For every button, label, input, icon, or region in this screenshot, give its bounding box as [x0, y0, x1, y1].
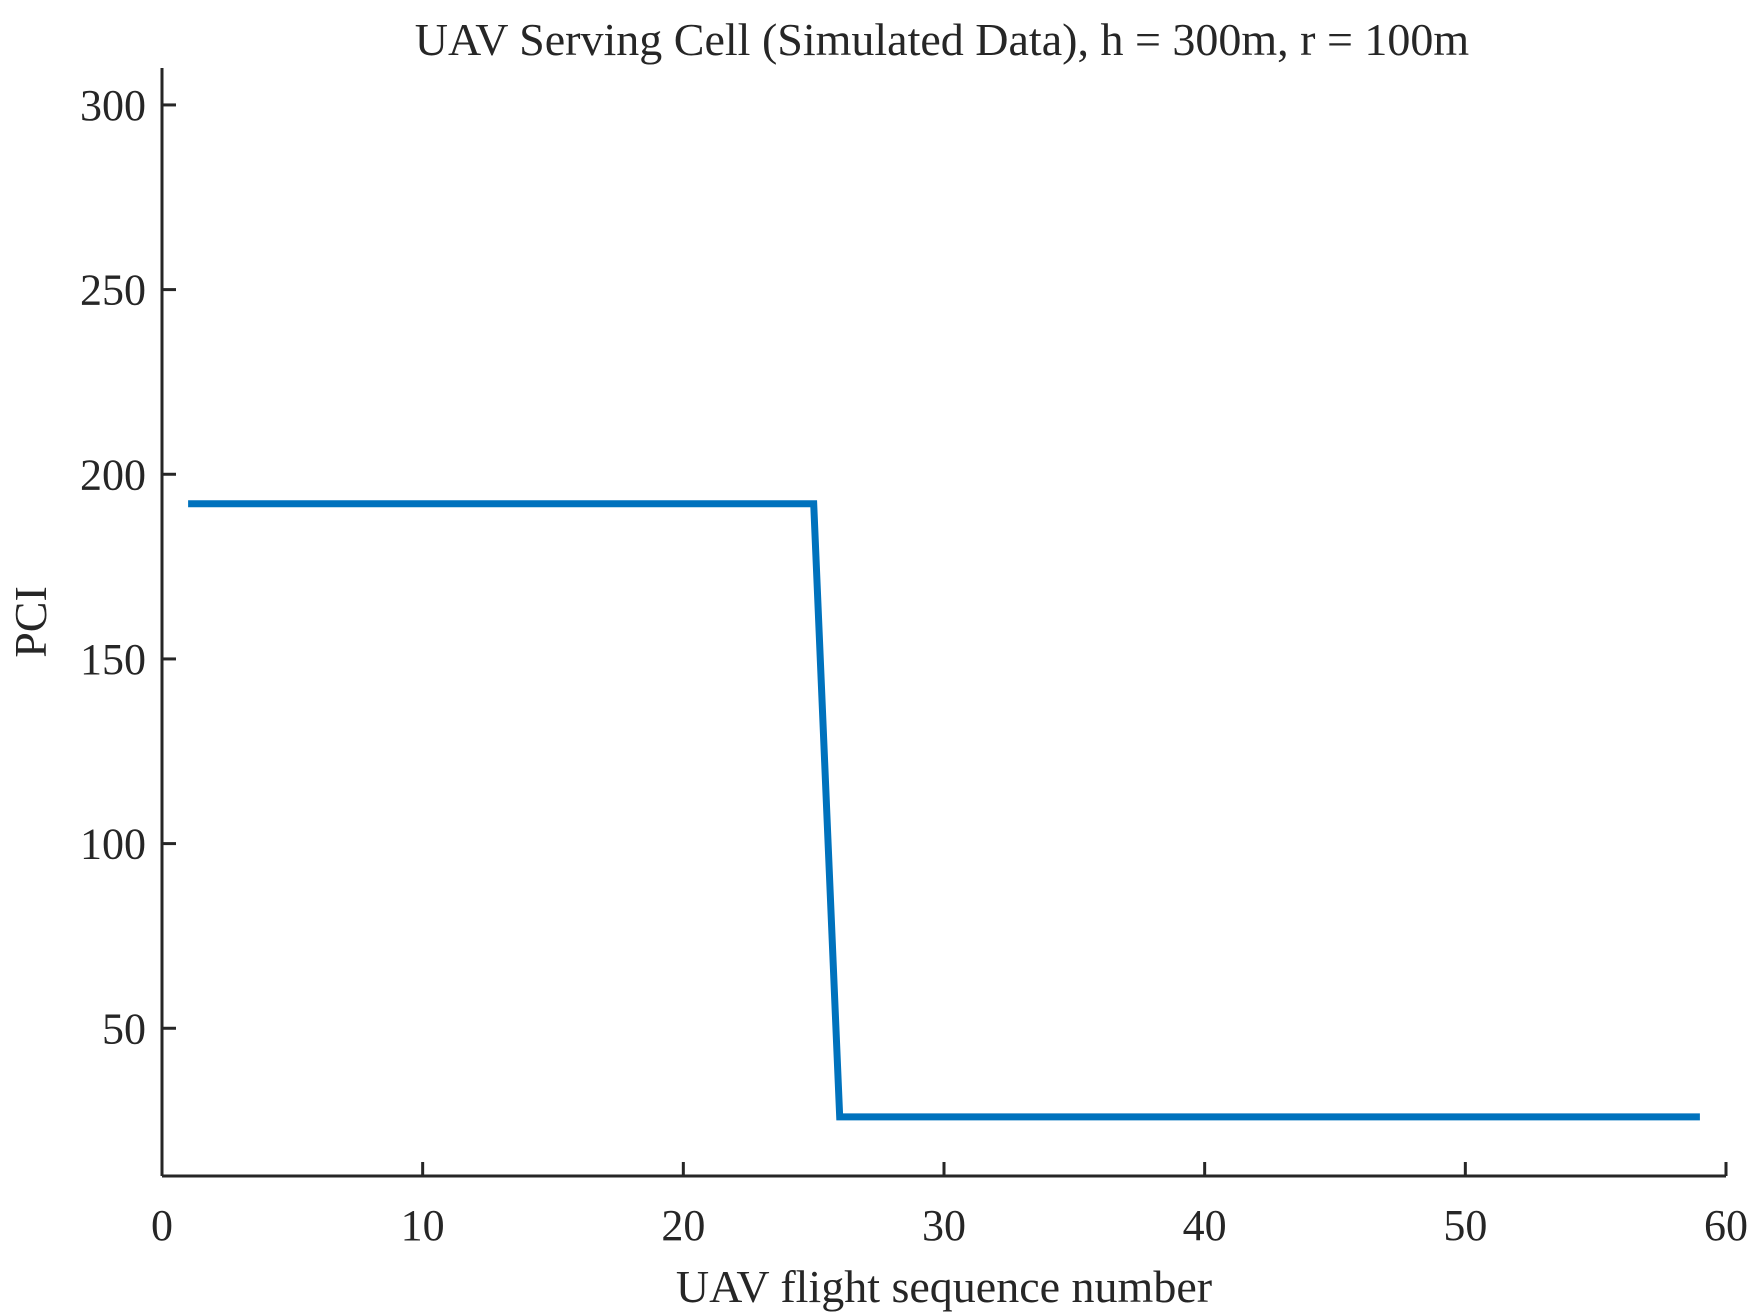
- plot-area: [188, 500, 1700, 1121]
- x-tick-label: 30: [922, 1201, 966, 1250]
- axes: 0 10 20 30 40 50 60 50 100 150 200 250 300: [80, 68, 1748, 1250]
- series-line: [188, 500, 1700, 1121]
- x-tick-label: 60: [1704, 1201, 1748, 1250]
- y-tick-label: 200: [80, 450, 146, 499]
- x-tick-label: 20: [661, 1201, 705, 1250]
- y-tick-label: 150: [80, 635, 146, 684]
- chart-title: UAV Serving Cell (Simulated Data), h = 3…: [415, 14, 1470, 65]
- x-tick-label: 40: [1183, 1201, 1227, 1250]
- x-axis-label: UAV flight sequence number: [676, 1261, 1212, 1312]
- y-axis-label: PCI: [5, 586, 56, 658]
- y-tick-label: 250: [80, 266, 146, 315]
- x-tick-label: 50: [1443, 1201, 1487, 1250]
- y-tick-label: 300: [80, 81, 146, 130]
- x-tick-label: 0: [151, 1201, 173, 1250]
- y-tick-label: 100: [80, 820, 146, 869]
- x-tick-label: 10: [401, 1201, 445, 1250]
- y-tick-label: 50: [102, 1004, 146, 1053]
